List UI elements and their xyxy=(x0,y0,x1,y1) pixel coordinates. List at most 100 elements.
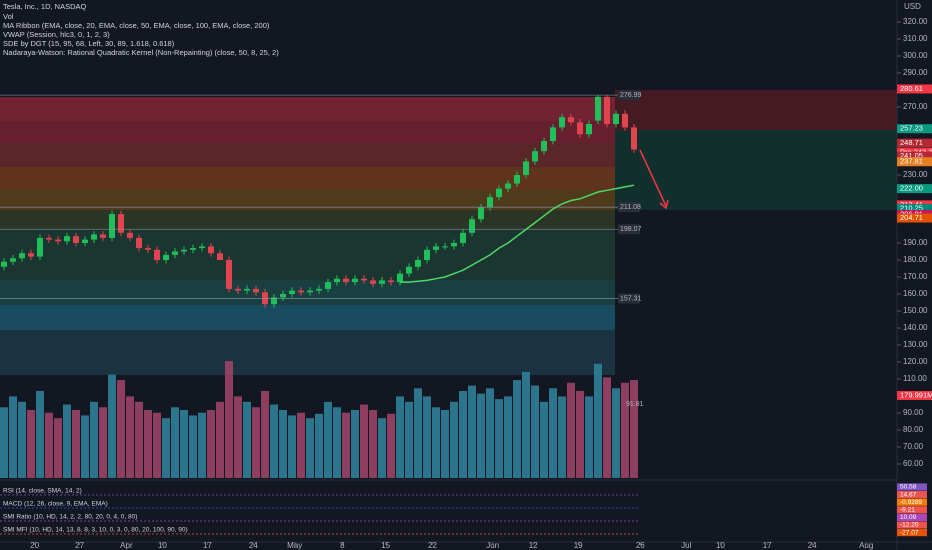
legend-line: Vol xyxy=(3,12,14,21)
volume-note: 91.81 xyxy=(626,401,644,408)
x-tick-label: 10 xyxy=(716,541,725,550)
price-badge-label: 237.81 xyxy=(900,157,923,166)
indicator-badge xyxy=(897,513,927,521)
zone xyxy=(0,121,615,143)
level-label: 276.99 xyxy=(620,92,642,99)
price-badge-label: 222.00 xyxy=(900,184,923,193)
candle-body xyxy=(595,96,601,121)
price-badge-label: 248.71 xyxy=(900,138,923,147)
indicator-badge-label: 14.67 xyxy=(900,491,917,498)
y-tick-label: 230.00 xyxy=(903,170,928,179)
candle-body xyxy=(55,239,61,242)
volume-bar xyxy=(144,410,152,478)
price-badge xyxy=(897,84,932,94)
x-tick-label: 26 xyxy=(636,541,645,550)
candle-body xyxy=(145,248,151,250)
volume-bar xyxy=(369,410,377,478)
zones xyxy=(0,90,897,375)
x-tick-label: Jul xyxy=(681,541,691,550)
y-tick-label: 120.00 xyxy=(903,357,928,366)
indicator-label: RSI (14, close, SMA, 14, 2) xyxy=(3,488,82,495)
volume-bar xyxy=(603,377,611,478)
y-tick-label: 80.00 xyxy=(903,425,924,434)
indicator-label: SMI Ratio (10, HD, 14, 2, 2, 80, 20, 0, … xyxy=(3,514,137,521)
x-tick-label: 22 xyxy=(428,541,437,550)
volume-bar xyxy=(171,407,179,478)
volume-bar xyxy=(450,401,458,478)
arrow-head xyxy=(659,199,669,210)
volume-bar xyxy=(207,410,215,478)
candle-body xyxy=(451,243,457,247)
zone xyxy=(0,167,615,190)
volume-bar xyxy=(216,401,224,478)
candle-body xyxy=(37,237,43,257)
x-tick-label: 8 xyxy=(340,541,345,550)
x-tick-label: Apr xyxy=(120,541,133,550)
volume-bar xyxy=(225,361,233,478)
volume-bar xyxy=(72,410,80,478)
volume-bar xyxy=(486,388,494,478)
zone xyxy=(0,143,615,167)
volume-bar xyxy=(54,418,62,478)
price-badge xyxy=(897,138,932,148)
indicator-badge xyxy=(897,506,927,514)
volume-bar xyxy=(540,401,548,478)
candle-body xyxy=(352,278,358,283)
candle-body xyxy=(199,246,205,249)
volume-bar xyxy=(117,380,125,478)
candle-body xyxy=(532,151,538,162)
volume-bar xyxy=(342,412,350,478)
volume-bar xyxy=(360,404,368,478)
price-badge-label: 241.05 xyxy=(900,151,923,160)
price-badge xyxy=(897,157,932,167)
candle-body xyxy=(226,260,232,289)
zone xyxy=(615,90,897,130)
y-tick-label: 180.00 xyxy=(903,255,928,264)
candle-body xyxy=(613,113,619,124)
candle-body xyxy=(163,254,169,260)
volume-bar xyxy=(612,388,620,478)
y-tick-label: 70.00 xyxy=(903,442,924,451)
indicator-label: MACD (12, 26, close, 9, EMA, EMA) xyxy=(3,501,108,508)
y-tick-label: 270.00 xyxy=(903,102,928,111)
volume-bar xyxy=(63,404,71,478)
candle-body xyxy=(406,266,412,274)
x-tick-label: 12 xyxy=(529,541,538,550)
price-badge-label: 204.71 xyxy=(900,213,923,222)
volume-bar xyxy=(234,396,242,478)
volume-bar xyxy=(324,401,332,478)
candle-body xyxy=(415,260,421,267)
candle-body xyxy=(289,290,295,294)
y-tick-label: 90.00 xyxy=(903,408,924,417)
level-label: 211.08 xyxy=(620,204,641,211)
candle-body xyxy=(190,248,196,250)
candle-body xyxy=(307,290,313,293)
candle-body xyxy=(424,249,430,260)
projection-arrow xyxy=(639,149,667,207)
volume-bar xyxy=(414,388,422,478)
candle-body xyxy=(586,124,592,135)
volume-bar xyxy=(405,401,413,478)
candle-body xyxy=(496,188,502,198)
candle-body xyxy=(235,288,241,291)
zone xyxy=(0,305,615,330)
volume-bar xyxy=(270,404,278,478)
candle-body xyxy=(172,251,178,255)
candle-body xyxy=(550,127,556,141)
candle-body xyxy=(361,278,367,281)
volume-bar xyxy=(135,401,143,478)
indicator-badge xyxy=(897,529,927,537)
candle-body xyxy=(343,278,349,283)
ema-line xyxy=(400,184,635,283)
volume-bar xyxy=(36,390,44,478)
legend-line: Nadaraya-Watson: Rational Quadratic Kern… xyxy=(3,48,279,57)
volume-bar xyxy=(621,382,629,478)
volume-bar xyxy=(180,410,188,478)
volume-bar xyxy=(423,396,431,478)
candle-body xyxy=(514,175,520,184)
candle-body xyxy=(208,246,214,254)
volume-bar xyxy=(567,382,575,478)
x-tick-label: 27 xyxy=(75,541,84,550)
candle-body xyxy=(541,141,547,152)
candle-body xyxy=(577,122,583,135)
